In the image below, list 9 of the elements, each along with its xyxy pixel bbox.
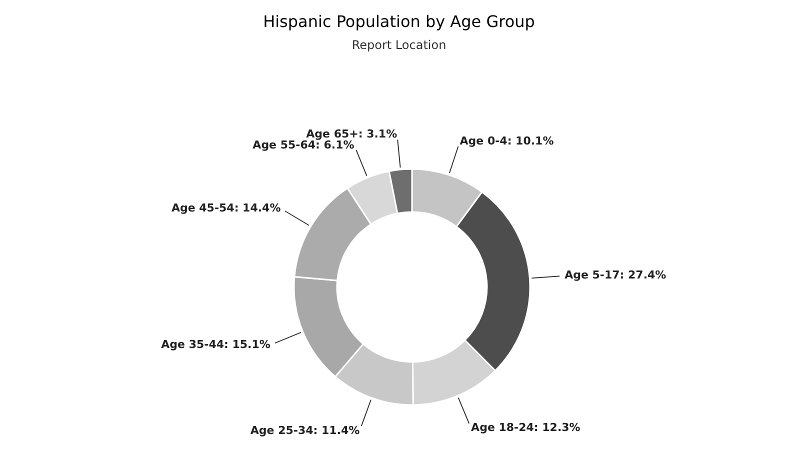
slice-label: Age 5-17: 27.4% bbox=[564, 268, 666, 282]
chart-subtitle: Report Location bbox=[352, 38, 446, 52]
slice-label: Age 25-34: 11.4% bbox=[250, 424, 360, 437]
slice-label: Age 0-4: 10.1% bbox=[460, 134, 554, 148]
chart-title: Hispanic Population by Age Group bbox=[263, 12, 535, 31]
slice-label: Age 18-24: 12.3% bbox=[471, 421, 580, 434]
slice-label: Age 65+: 3.1% bbox=[306, 128, 398, 141]
slice-label: Age 35-44: 15.1% bbox=[161, 338, 270, 351]
slice-label: Age 45-54: 14.4% bbox=[171, 201, 281, 214]
